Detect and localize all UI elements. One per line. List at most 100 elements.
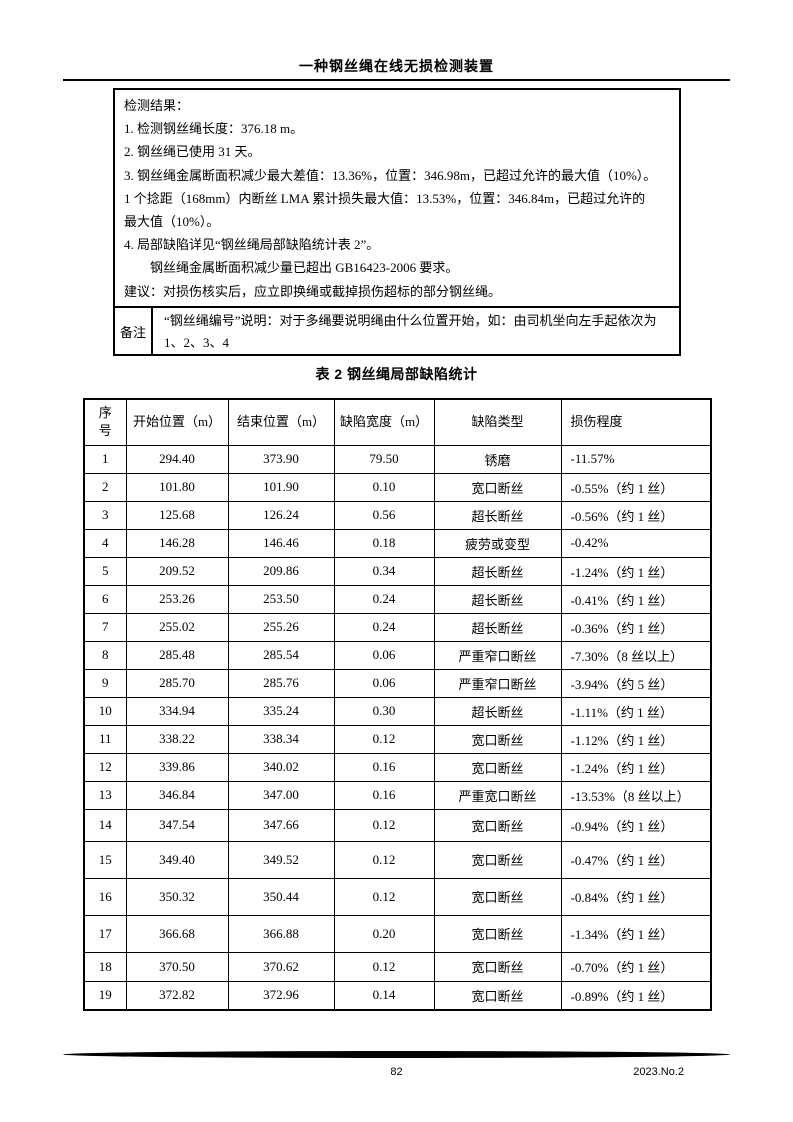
cell-damage-degree: -0.70%（约 1 丝） bbox=[560, 951, 712, 982]
table-row: 6 253.26 253.50 0.24 超长断丝 -0.41%（约 1 丝） bbox=[83, 584, 712, 614]
cell-start-position: 339.86 bbox=[125, 752, 229, 782]
table-row: 7 255.02 255.26 0.24 超长断丝 -0.36%（约 1 丝） bbox=[83, 612, 712, 642]
cell-start-position: 285.48 bbox=[125, 640, 229, 670]
table-row: 8 285.48 285.54 0.06 严重窄口断丝 -7.30%（8 丝以上） bbox=[83, 640, 712, 670]
table-row: 2 101.80 101.90 0.10 宽口断丝 -0.55%（约 1 丝） bbox=[83, 472, 712, 502]
result-line: 3. 钢丝绳金属断面积减少最大差值：13.36%，位置：346.98m，已超过允… bbox=[124, 167, 657, 183]
table-row: 3 125.68 126.24 0.56 超长断丝 -0.56%（约 1 丝） bbox=[83, 500, 712, 530]
cell-seq: 16 bbox=[83, 877, 127, 916]
cell-defect-type: 锈磨 bbox=[433, 444, 562, 474]
cell-damage-degree: -0.47%（约 1 丝） bbox=[560, 840, 712, 879]
cell-seq: 9 bbox=[83, 668, 127, 698]
cell-defect-type: 宽口断丝 bbox=[433, 472, 562, 502]
cell-damage-degree: -7.30%（8 丝以上） bbox=[560, 640, 712, 670]
cell-defect-type: 宽口断丝 bbox=[433, 951, 562, 982]
cell-end-position: 126.24 bbox=[227, 500, 335, 530]
cell-defect-type: 超长断丝 bbox=[433, 612, 562, 642]
cell-end-position: 209.86 bbox=[227, 556, 335, 586]
table-row: 15 349.40 349.52 0.12 宽口断丝 -0.47%（约 1 丝） bbox=[83, 840, 712, 879]
cell-seq: 17 bbox=[83, 914, 127, 953]
cell-end-position: 372.96 bbox=[227, 980, 335, 1011]
cell-damage-degree: -0.36%（约 1 丝） bbox=[560, 612, 712, 642]
cell-seq: 15 bbox=[83, 840, 127, 879]
table-row: 10 334.94 335.24 0.30 超长断丝 -1.11%（约 1 丝） bbox=[83, 696, 712, 726]
cell-defect-width: 0.12 bbox=[333, 951, 435, 982]
cell-defect-width: 0.06 bbox=[333, 668, 435, 698]
result-line: 钢丝绳金属断面积减少量已超出 GB16423-2006 要求。 bbox=[150, 260, 459, 276]
cell-defect-width: 0.24 bbox=[333, 584, 435, 614]
cell-defect-width: 0.12 bbox=[333, 724, 435, 754]
cell-start-position: 294.40 bbox=[125, 444, 229, 474]
cell-end-position: 255.26 bbox=[227, 612, 335, 642]
column-header-width: 缺陷宽度（m） bbox=[333, 398, 435, 446]
table-row: 5 209.52 209.86 0.34 超长断丝 -1.24%（约 1 丝） bbox=[83, 556, 712, 586]
cell-start-position: 372.82 bbox=[125, 980, 229, 1011]
cell-damage-degree: -1.34%（约 1 丝） bbox=[560, 914, 712, 953]
cell-end-position: 253.50 bbox=[227, 584, 335, 614]
cell-start-position: 346.84 bbox=[125, 780, 229, 810]
cell-end-position: 101.90 bbox=[227, 472, 335, 502]
cell-end-position: 349.52 bbox=[227, 840, 335, 879]
cell-defect-width: 0.12 bbox=[333, 840, 435, 879]
cell-seq: 19 bbox=[83, 980, 127, 1011]
cell-damage-degree: -13.53%（8 丝以上） bbox=[560, 780, 712, 810]
cell-end-position: 347.00 bbox=[227, 780, 335, 810]
column-header-end: 结束位置（m） bbox=[227, 398, 335, 446]
cell-damage-degree: -0.84%（约 1 丝） bbox=[560, 877, 712, 916]
table-row: 16 350.32 350.44 0.12 宽口断丝 -0.84%（约 1 丝） bbox=[83, 877, 712, 916]
table-row: 1 294.40 373.90 79.50 锈磨 -11.57% bbox=[83, 444, 712, 474]
issue-label: 2023.No.2 bbox=[633, 1066, 684, 1078]
remark-row: 备注 “钢丝绳编号”说明：对于多绳要说明绳由什么位置开始，如：由司机坐向左手起依… bbox=[115, 306, 679, 354]
cell-defect-width: 0.18 bbox=[333, 528, 435, 558]
cell-end-position: 373.90 bbox=[227, 444, 335, 474]
cell-defect-width: 0.12 bbox=[333, 808, 435, 842]
cell-damage-degree: -0.55%（约 1 丝） bbox=[560, 472, 712, 502]
cell-end-position: 335.24 bbox=[227, 696, 335, 726]
cell-defect-type: 超长断丝 bbox=[433, 696, 562, 726]
cell-defect-type: 疲劳或变型 bbox=[433, 528, 562, 558]
cell-seq: 7 bbox=[83, 612, 127, 642]
defect-statistics-table: 序号 开始位置（m） 结束位置（m） 缺陷宽度（m） 缺陷类型 损伤程度 1 29… bbox=[83, 398, 712, 1011]
cell-seq: 1 bbox=[83, 444, 127, 474]
cell-start-position: 334.94 bbox=[125, 696, 229, 726]
table-row: 19 372.82 372.96 0.14 宽口断丝 -0.89%（约 1 丝） bbox=[83, 980, 712, 1011]
cell-damage-degree: -0.42% bbox=[560, 528, 712, 558]
cell-defect-width: 0.20 bbox=[333, 914, 435, 953]
column-header-type: 缺陷类型 bbox=[433, 398, 562, 446]
cell-defect-width: 79.50 bbox=[333, 444, 435, 474]
cell-end-position: 338.34 bbox=[227, 724, 335, 754]
result-line: 1 个捻距（168mm）内断丝 LMA 累计损失最大值：13.53%，位置：34… bbox=[124, 190, 646, 206]
cell-defect-type: 严重宽口断丝 bbox=[433, 780, 562, 810]
cell-defect-type: 超长断丝 bbox=[433, 584, 562, 614]
cell-start-position: 338.22 bbox=[125, 724, 229, 754]
cell-start-position: 370.50 bbox=[125, 951, 229, 982]
result-line: 检测结果： bbox=[124, 98, 190, 113]
cell-seq: 10 bbox=[83, 696, 127, 726]
cell-end-position: 347.66 bbox=[227, 808, 335, 842]
cell-seq: 2 bbox=[83, 472, 127, 502]
cell-seq: 8 bbox=[83, 640, 127, 670]
cell-defect-width: 0.12 bbox=[333, 877, 435, 916]
remark-label: 备注 bbox=[115, 308, 153, 354]
table-row: 18 370.50 370.62 0.12 宽口断丝 -0.70%（约 1 丝） bbox=[83, 951, 712, 982]
cell-start-position: 146.28 bbox=[125, 528, 229, 558]
table-header-row: 序号 开始位置（m） 结束位置（m） 缺陷宽度（m） 缺陷类型 损伤程度 bbox=[83, 398, 712, 446]
cell-seq: 5 bbox=[83, 556, 127, 586]
cell-start-position: 255.02 bbox=[125, 612, 229, 642]
cell-seq: 3 bbox=[83, 500, 127, 530]
detection-result-box: 检测结果： 1. 检测钢丝绳长度：376.18 m。 2. 钢丝绳已使用 31 … bbox=[113, 88, 681, 356]
cell-defect-type: 宽口断丝 bbox=[433, 877, 562, 916]
cell-start-position: 209.52 bbox=[125, 556, 229, 586]
cell-start-position: 125.68 bbox=[125, 500, 229, 530]
cell-seq: 14 bbox=[83, 808, 127, 842]
result-line: 1. 检测钢丝绳长度：376.18 m。 bbox=[124, 121, 304, 137]
cell-damage-degree: -0.56%（约 1 丝） bbox=[560, 500, 712, 530]
cell-seq: 11 bbox=[83, 724, 127, 754]
cell-defect-type: 宽口断丝 bbox=[433, 980, 562, 1011]
remark-text: “钢丝绳编号”说明：对于多绳要说明绳由什么位置开始，如：由司机坐向左手起依次为 … bbox=[164, 313, 657, 350]
cell-end-position: 285.76 bbox=[227, 668, 335, 698]
cell-end-position: 350.44 bbox=[227, 877, 335, 916]
cell-damage-degree: -0.41%（约 1 丝） bbox=[560, 584, 712, 614]
cell-defect-type: 宽口断丝 bbox=[433, 724, 562, 754]
cell-seq: 4 bbox=[83, 528, 127, 558]
